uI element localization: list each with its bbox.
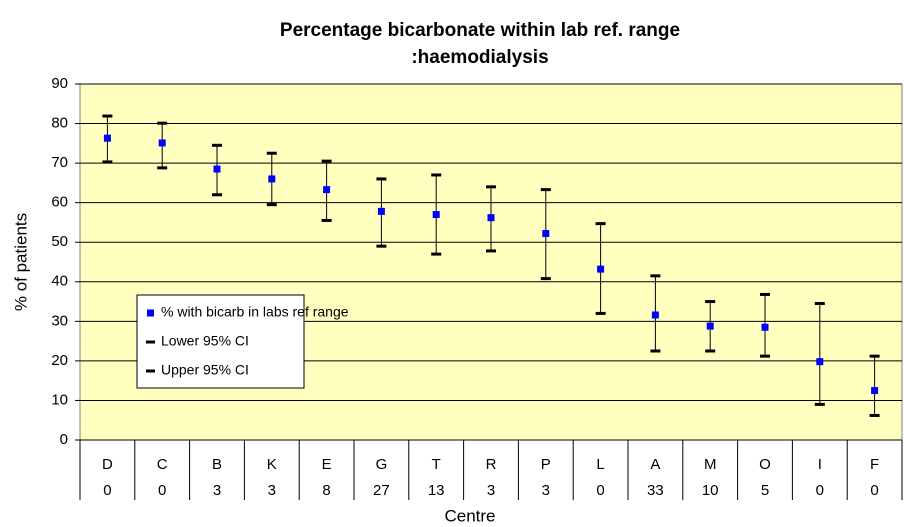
legend-swatch xyxy=(147,309,154,317)
data-point xyxy=(871,387,879,395)
x-tick-label: R xyxy=(486,456,497,473)
x-tick-label: G xyxy=(376,456,388,473)
chart-title: Percentage bicarbonate within lab ref. r… xyxy=(280,20,680,41)
legend-box xyxy=(136,294,305,389)
data-point xyxy=(542,230,550,238)
y-tick-label: 90 xyxy=(51,75,68,92)
x-tick-sublabel: 3 xyxy=(542,482,550,499)
x-tick-sublabel: 10 xyxy=(702,482,719,499)
x-tick-sublabel: 33 xyxy=(647,482,664,499)
x-tick-sublabel: 0 xyxy=(596,482,604,499)
data-point xyxy=(487,214,495,222)
data-point xyxy=(268,175,276,183)
legend-label: Upper 95% CI xyxy=(161,362,249,378)
chart-title: :haemodialysis xyxy=(411,47,548,68)
legend-label: Lower 95% CI xyxy=(161,333,249,349)
data-point xyxy=(816,358,824,366)
x-tick-sublabel: 0 xyxy=(158,482,166,499)
y-tick-label: 0 xyxy=(60,431,68,448)
x-tick-sublabel: 3 xyxy=(268,482,276,499)
x-tick-sublabel: 5 xyxy=(761,482,769,499)
data-point xyxy=(323,186,331,194)
data-point xyxy=(651,311,659,319)
data-point xyxy=(103,134,111,142)
y-tick-label: 20 xyxy=(51,352,68,369)
x-tick-label: E xyxy=(322,456,332,473)
x-tick-sublabel: 0 xyxy=(816,482,824,499)
x-tick-label: C xyxy=(157,456,168,473)
data-point xyxy=(432,211,440,219)
x-axis-label: Centre xyxy=(444,506,495,525)
x-tick-sublabel: 0 xyxy=(103,482,111,499)
data-point xyxy=(213,165,221,173)
x-tick-label: P xyxy=(541,456,551,473)
x-tick-label: L xyxy=(596,456,604,473)
data-point xyxy=(706,322,714,330)
legend-label: % with bicarb in labs ref range xyxy=(161,304,349,320)
x-tick-label: T xyxy=(432,456,441,473)
data-point xyxy=(597,265,605,273)
x-tick-sublabel: 0 xyxy=(870,482,878,499)
x-tick-sublabel: 3 xyxy=(213,482,221,499)
y-tick-label: 70 xyxy=(51,154,68,171)
data-point xyxy=(377,207,385,215)
y-tick-label: 50 xyxy=(51,233,68,250)
y-axis-label: % of patients xyxy=(11,213,30,311)
x-tick-sublabel: 8 xyxy=(322,482,330,499)
x-tick-sublabel: 13 xyxy=(428,482,445,499)
x-tick-label: O xyxy=(759,456,771,473)
x-tick-label: F xyxy=(870,456,879,473)
x-tick-label: K xyxy=(267,456,277,473)
x-tick-label: B xyxy=(212,456,222,473)
data-point xyxy=(158,139,166,147)
y-tick-label: 10 xyxy=(51,391,68,408)
y-tick-label: 60 xyxy=(51,194,68,211)
x-tick-sublabel: 3 xyxy=(487,482,495,499)
x-tick-label: I xyxy=(818,456,822,473)
x-tick-sublabel: 27 xyxy=(373,482,390,499)
y-tick-label: 30 xyxy=(51,312,68,329)
data-point xyxy=(761,323,769,331)
x-tick-label: A xyxy=(650,456,660,473)
y-tick-label: 80 xyxy=(51,115,68,132)
x-tick-label: M xyxy=(704,456,717,473)
x-tick-label: D xyxy=(102,456,113,473)
y-tick-label: 40 xyxy=(51,273,68,290)
